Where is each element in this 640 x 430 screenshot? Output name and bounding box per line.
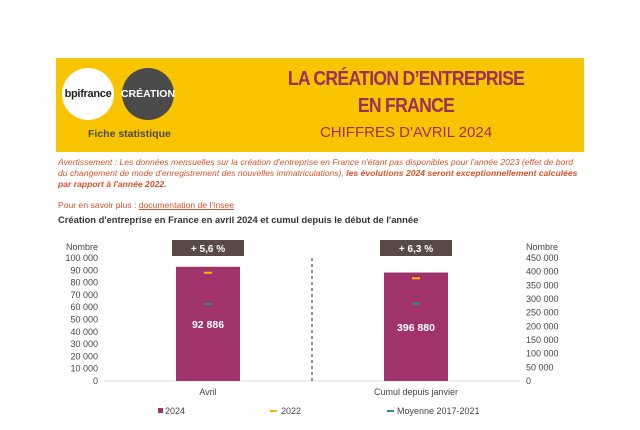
y-tick-right: 400 000	[526, 267, 559, 277]
bar-value-label: 92 886	[192, 319, 224, 331]
bar-2024	[176, 266, 240, 381]
fiche-label: Fiche statistique	[88, 128, 171, 140]
bpifrance-logo: bpifrance	[62, 68, 114, 120]
x-tick-label: Avril	[199, 387, 216, 397]
y-tick-right: 250 000	[526, 308, 559, 318]
y-tick-left: 0	[93, 376, 98, 386]
y-tick-right: 200 000	[526, 321, 559, 331]
more-info: Pour en savoir plus : documentation de l…	[58, 200, 235, 210]
y-axis-left-label: Nombre	[66, 242, 98, 252]
y-tick-right: 350 000	[526, 280, 559, 290]
bar-2024	[384, 272, 448, 381]
y-tick-right: 450 000	[526, 253, 559, 263]
y-tick-right: 300 000	[526, 294, 559, 304]
creation-logo: CRÉATION	[121, 68, 175, 120]
legend-label-2022: 2022	[281, 406, 301, 416]
y-tick-left: 70 000	[70, 290, 98, 300]
y-tick-left: 40 000	[70, 327, 98, 337]
warning-bold: les évolutions 2024 seront exceptionnell…	[58, 168, 578, 189]
y-tick-right: 100 000	[526, 349, 559, 359]
y-axis-right-label: Nombre	[526, 242, 558, 252]
warning-text: Avertissement : Les données mensuelles s…	[58, 157, 578, 189]
bar-value-label: 396 880	[397, 322, 435, 334]
evolution-badge	[380, 240, 452, 256]
y-tick-left: 30 000	[70, 339, 98, 349]
legend-label-2024: 2024	[165, 406, 185, 416]
y-tick-left: 100 000	[65, 253, 98, 263]
legend-swatch-2024	[158, 408, 163, 413]
page-title-line2: EN FRANCE	[357, 95, 455, 117]
y-tick-left: 80 000	[70, 278, 98, 288]
page-title-line1: LA CRÉATION D’ENTREPRISE	[287, 68, 525, 90]
page-subtitle: CHIFFRES D'AVRIL 2024	[319, 124, 493, 141]
x-tick-label: Cumul depuis janvier	[374, 387, 458, 397]
y-tick-right: 50 000	[526, 362, 554, 372]
y-tick-left: 50 000	[70, 315, 98, 325]
legend-label-average: Moyenne 2017-2021	[397, 406, 480, 416]
y-tick-left: 60 000	[70, 302, 98, 312]
evolution-badge	[172, 240, 244, 256]
y-tick-right: 0	[526, 376, 531, 386]
y-tick-left: 10 000	[70, 364, 98, 374]
header-banner: bpifrance CRÉATION Fiche statistique LA …	[56, 58, 584, 152]
y-tick-right: 150 000	[526, 335, 559, 345]
y-tick-left: 20 000	[70, 351, 98, 361]
chart-title: Création d'entreprise en France en avril…	[58, 214, 419, 225]
y-tick-left: 90 000	[70, 265, 98, 275]
insee-doc-link[interactable]: documentation de l'Insee	[138, 200, 235, 210]
evolution-label: + 6,3 %	[399, 244, 433, 255]
evolution-label: + 5,6 %	[191, 244, 225, 255]
